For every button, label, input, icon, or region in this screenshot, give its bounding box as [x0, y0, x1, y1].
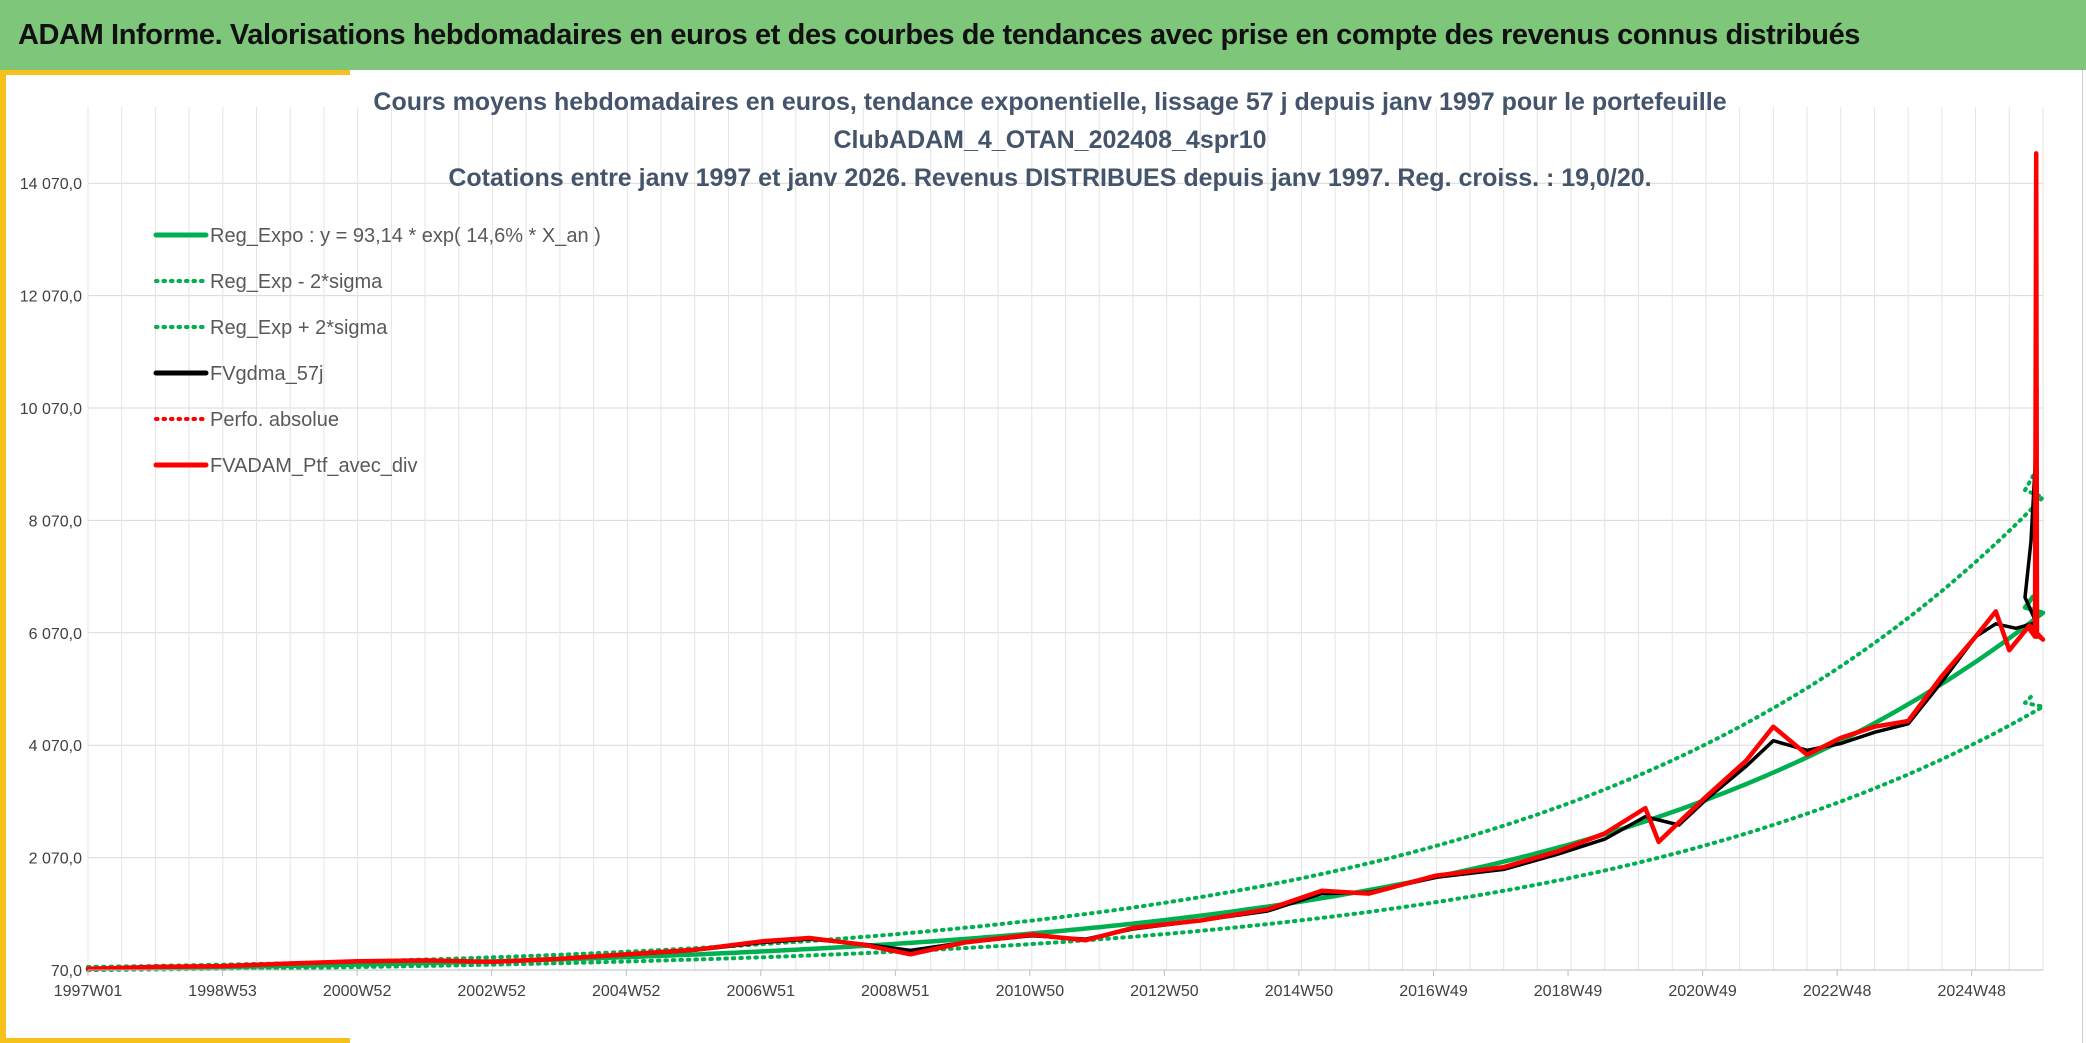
chart-legend: Reg_Expo : y = 93,14 * exp( 14,6% * X_an… — [153, 225, 601, 477]
x-tick-label: 2024W48 — [1937, 983, 2006, 1000]
x-tick-label: 2012W50 — [1130, 983, 1199, 1000]
y-tick-label: 2 070,0 — [29, 851, 82, 868]
x-tick-label: 2010W50 — [996, 983, 1065, 1000]
x-tick-label: 1998W53 — [188, 983, 257, 1000]
y-tick-label: 6 070,0 — [29, 626, 82, 643]
legend-label: Reg_Exp - 2*sigma — [210, 271, 383, 293]
legend-label: FVADAM_Ptf_avec_div — [210, 455, 418, 477]
x-tick-label: 2004W52 — [592, 983, 661, 1000]
chart-axes: 70,0 2 070,0 4 070,0 6 070,0 8 070,0 10 070,0… — [20, 176, 2043, 1000]
legend-label: Perfo. absolue — [210, 409, 339, 431]
x-tick-label: 2002W52 — [457, 983, 526, 1000]
x-tick-label: 2000W52 — [323, 983, 392, 1000]
y-tick-label: 4 070,0 — [29, 738, 82, 755]
chart-title: Cours moyens hebdomadaires en euros, ten… — [373, 88, 1726, 192]
y-tick-label: 10 070,0 — [20, 401, 82, 418]
x-tick-label: 2018W49 — [1534, 983, 1603, 1000]
y-tick-label: 14 070,0 — [20, 176, 82, 193]
x-tick-label: 2014W50 — [1265, 983, 1334, 1000]
accent-bar-top — [0, 70, 350, 75]
line-chart: 70,0 2 070,0 4 070,0 6 070,0 8 070,0 10 070,0… — [20, 88, 2046, 1000]
accent-bar-left — [0, 70, 6, 1043]
y-tick-label: 70,0 — [51, 963, 82, 980]
frame-right — [2082, 70, 2083, 1043]
legend-label: Reg_Expo : y = 93,14 * exp( 14,6% * X_an… — [210, 225, 601, 247]
x-tick-label: 2020W49 — [1668, 983, 1737, 1000]
banner: ADAM Informe. Valorisations hebdomadaire… — [0, 0, 2086, 70]
series-line-0 — [85, 594, 2046, 971]
legend-label: FVgdma_57j — [210, 363, 323, 385]
banner-title: ADAM Informe. Valorisations hebdomadaire… — [18, 18, 1861, 51]
chart-title-line: Cours moyens hebdomadaires en euros, ten… — [373, 88, 1726, 116]
chart-title-line: ClubADAM_4_OTAN_202408_4spr10 — [833, 126, 1266, 154]
y-tick-label: 12 070,0 — [20, 289, 82, 306]
x-tick-label: 2022W48 — [1803, 983, 1872, 1000]
chart-container: 70,0 2 070,0 4 070,0 6 070,0 8 070,0 10 070,0… — [0, 70, 2086, 1043]
y-tick-label: 8 070,0 — [29, 513, 82, 530]
chart-series — [85, 151, 2046, 973]
x-tick-label: 2016W49 — [1399, 983, 1468, 1000]
chart-title-line: Cotations entre janv 1997 et janv 2026. … — [448, 164, 1651, 192]
x-tick-label: 1997W01 — [54, 983, 123, 1000]
legend-label: Reg_Exp + 2*sigma — [210, 317, 388, 339]
x-tick-label: 2006W51 — [726, 983, 795, 1000]
accent-bar-bottom — [0, 1038, 350, 1043]
x-tick-label: 2008W51 — [861, 983, 930, 1000]
series-line-5 — [85, 151, 2046, 972]
